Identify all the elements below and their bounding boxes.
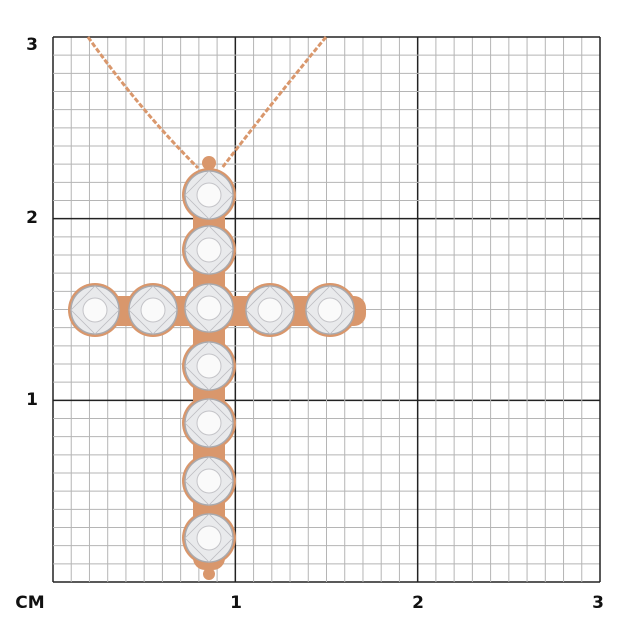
x-tick-3: 3 — [592, 593, 604, 613]
diamond-facet-lines — [70, 285, 120, 335]
diamond-facet — [196, 353, 222, 379]
diamond-facet-lines — [184, 513, 234, 563]
diamond-facet-lines — [245, 285, 295, 335]
y-tick-1: 1 — [26, 390, 38, 410]
unit-label: CM — [15, 593, 45, 613]
diamond-facet-lines — [184, 398, 234, 448]
bail — [202, 156, 216, 170]
diamond-facet — [257, 297, 283, 323]
diamond-facet-lines — [184, 283, 234, 333]
diamond-facet — [196, 182, 222, 208]
diamond-facet — [196, 237, 222, 263]
diamond-facet-lines — [305, 285, 355, 335]
x-tick-1: 1 — [230, 593, 242, 613]
diamond-facet — [196, 410, 222, 436]
diamond-facet-lines — [128, 285, 178, 335]
diamond-facet-lines — [184, 170, 234, 220]
diamond-facet — [196, 295, 222, 321]
diamond-facet — [196, 468, 222, 494]
diamond-facet — [317, 297, 343, 323]
diamond-facet — [82, 297, 108, 323]
diamond-facet — [140, 297, 166, 323]
y-tick-2: 2 — [26, 208, 38, 228]
bottom-prong — [203, 568, 215, 580]
diamond-facet-lines — [184, 341, 234, 391]
diamond-facet-lines — [184, 225, 234, 275]
x-tick-2: 2 — [412, 593, 424, 613]
y-tick-3: 3 — [26, 35, 38, 55]
chain-right — [220, 36, 328, 169]
diamond-facet — [196, 525, 222, 551]
chain-left — [86, 36, 200, 170]
diamond-facet-lines — [184, 456, 234, 506]
